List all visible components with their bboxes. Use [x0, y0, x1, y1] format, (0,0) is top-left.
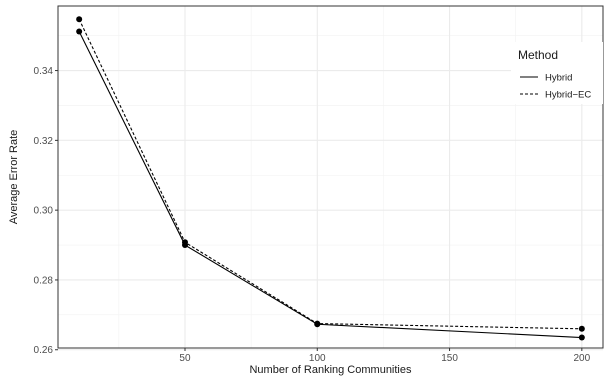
- series-line-0: [78, 31, 582, 339]
- data-point-1-3: [578, 325, 585, 332]
- legend-items: Hybrid Hybrid−EC: [520, 73, 591, 101]
- x-tick-label: 150: [441, 353, 458, 364]
- data-point-0-0: [76, 28, 83, 35]
- major-grid: [58, 6, 603, 351]
- y-axis-title: Average Error Rate: [8, 130, 20, 225]
- x-tick-label: 50: [179, 353, 191, 364]
- y-tick-label: 0.32: [34, 136, 54, 147]
- data-point-1-2: [314, 320, 321, 327]
- legend-label-0: Hybrid: [545, 73, 572, 84]
- x-axis-title: Number of Ranking Communities: [249, 364, 412, 376]
- x-tick-label: 100: [309, 353, 326, 364]
- y-tick-label: 0.28: [34, 275, 54, 286]
- y-tick-label: 0.26: [34, 345, 54, 356]
- panel-border: [57, 5, 604, 349]
- legend: Method Hybrid Hybrid−EC: [511, 42, 603, 104]
- legend-label-1: Hybrid−EC: [545, 90, 591, 101]
- data-point-1-1: [181, 239, 188, 246]
- x-axis-ticks: 50 100 150 200: [179, 348, 591, 364]
- x-tick-label: 200: [573, 353, 590, 364]
- data-point-0-3: [578, 334, 585, 341]
- series-layer: [76, 16, 585, 341]
- y-tick-label: 0.30: [34, 206, 54, 217]
- y-axis-ticks: 0.26 0.28 0.30 0.32 0.34: [34, 66, 58, 356]
- y-tick-label: 0.34: [34, 66, 54, 77]
- minor-grid: [58, 6, 603, 348]
- data-point-1-0: [76, 16, 83, 23]
- legend-title: Method: [518, 48, 558, 62]
